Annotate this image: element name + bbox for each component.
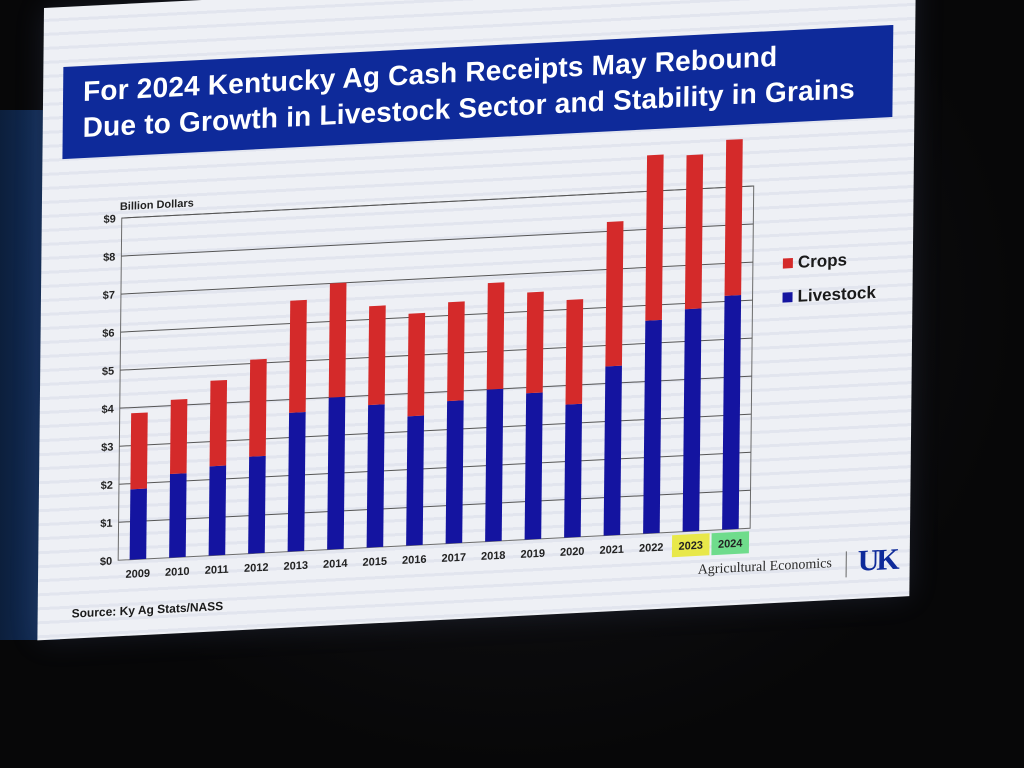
y-tick-label: $2 [101, 480, 113, 493]
x-tick-label: 2018 [481, 550, 506, 563]
legend-label-livestock: Livestock [797, 283, 876, 306]
bar-livestock-2014 [327, 396, 346, 550]
y-tick-label: $5 [102, 365, 114, 378]
x-tick-label: 2023 [678, 540, 703, 553]
bar-crops-2011 [209, 379, 228, 467]
bar-crops-2016 [407, 312, 426, 417]
x-tick-label: 2024 [718, 538, 743, 551]
x-tick-label: 2016 [402, 554, 427, 567]
bar-livestock-2022 [643, 319, 662, 534]
x-tick-label: 2010 [165, 566, 190, 579]
bar-crops-2013 [289, 299, 307, 413]
bar-crops-2012 [249, 358, 267, 457]
bar-livestock-2017 [445, 400, 464, 544]
bar-crops-2019 [526, 291, 544, 394]
bar-livestock-2011 [208, 465, 227, 556]
x-tick-label: 2015 [362, 556, 387, 569]
bar-crops-2023 [684, 154, 704, 310]
presentation-slide: For 2024 Kentucky Ag Cash Receipts May R… [37, 0, 916, 641]
bar-livestock-2016 [406, 415, 425, 546]
bar-crops-2015 [368, 305, 386, 406]
x-tick-label: 2014 [323, 558, 348, 571]
x-tick-label: 2019 [520, 548, 545, 561]
y-tick-label: $9 [103, 213, 115, 226]
bar-livestock-2018 [485, 388, 504, 542]
bar-livestock-2012 [248, 455, 266, 554]
bar-livestock-2020 [564, 403, 583, 538]
bar-livestock-2009 [129, 488, 147, 560]
x-tick-label: 2011 [205, 564, 229, 577]
bar-livestock-2019 [524, 392, 543, 540]
x-tick-label: 2022 [639, 542, 664, 555]
bar-crops-2021 [605, 221, 624, 367]
bar-livestock-2021 [603, 365, 622, 536]
bar-crops-2017 [447, 301, 465, 402]
bar-crops-2022 [645, 154, 664, 321]
x-tick-label: 2021 [599, 544, 624, 557]
y-tick-label: $3 [101, 442, 113, 455]
bar-crops-2010 [170, 399, 188, 475]
y-tick-label: $8 [103, 251, 115, 264]
bar-livestock-2015 [366, 404, 385, 548]
bar-livestock-2013 [287, 412, 306, 552]
y-tick-label: $4 [101, 403, 114, 416]
bar-crops-2018 [486, 282, 505, 390]
bar-livestock-2023 [682, 308, 702, 532]
y-tick-label: $7 [103, 289, 115, 302]
x-tick-label: 2020 [560, 546, 585, 559]
y-axis-label: Billion Dollars [120, 197, 194, 213]
bar-livestock-2010 [169, 473, 187, 558]
highlight-box-2024 [711, 531, 750, 556]
legend-swatch-crops [782, 258, 793, 269]
highlight-box-2023 [671, 533, 710, 558]
x-tick-label: 2017 [441, 552, 466, 565]
bar-livestock-2024 [722, 294, 742, 530]
x-tick-label: 2012 [244, 562, 269, 575]
y-tick-label: $0 [100, 556, 112, 569]
uk-logo: UK [857, 542, 897, 578]
y-tick-label: $6 [102, 327, 114, 340]
x-tick-label: 2009 [125, 568, 150, 581]
bar-crops-2014 [328, 282, 347, 398]
legend-swatch-livestock [782, 292, 793, 303]
bar-crops-2009 [130, 412, 148, 490]
legend-label-crops: Crops [798, 250, 847, 271]
bar-crops-2020 [565, 299, 584, 405]
stacked-bar-chart: $0 $1 $2 $3 $4 $5 $6 $7 $8 $9 Billion Dollars 2009 2… [100, 139, 877, 581]
bar-crops-2024 [724, 139, 743, 296]
x-tick-label: 2013 [283, 560, 308, 573]
y-tick-label: $1 [100, 518, 112, 531]
